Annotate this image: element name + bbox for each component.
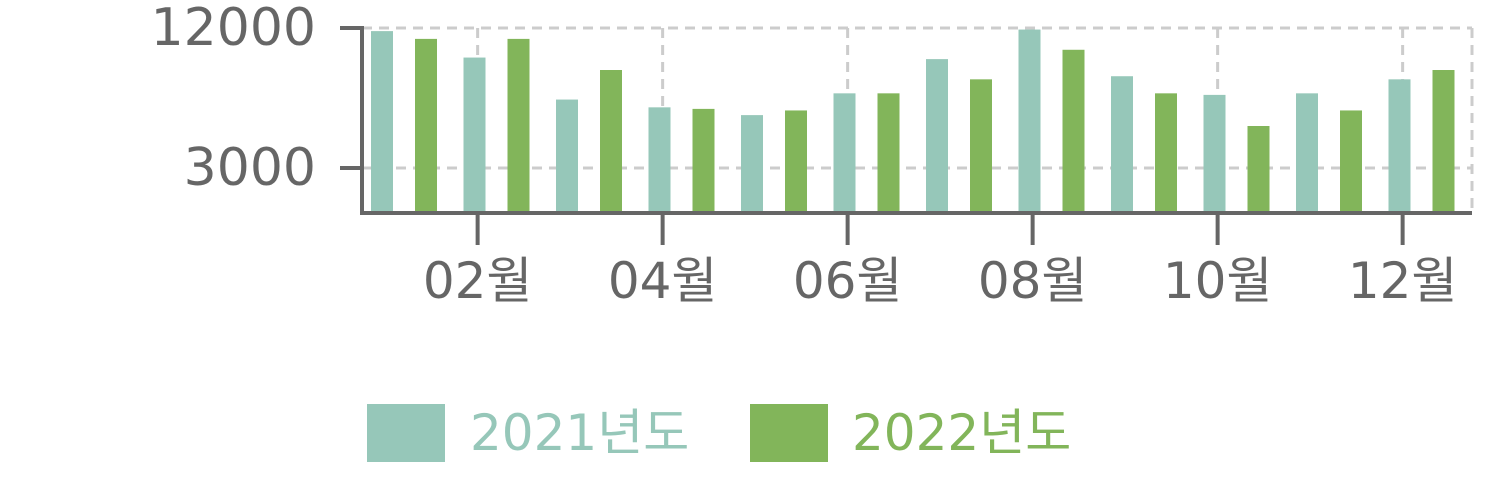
bar-series1-month-7 (926, 59, 948, 213)
bar-series2-month-3 (600, 70, 622, 213)
bar-series1-month-1 (371, 31, 393, 213)
bar-series1-month-11 (1296, 93, 1318, 213)
bar-series1-month-3 (556, 99, 578, 213)
bar-series2-month-11 (1340, 110, 1362, 213)
x-tick-label: 12월 (1348, 252, 1458, 310)
bars (371, 29, 1455, 214)
bar-series2-month-7 (970, 79, 992, 213)
legend-item: 2021년도 (367, 404, 689, 462)
bar-series2-month-9 (1155, 93, 1177, 213)
legend-label: 2021년도 (470, 404, 689, 462)
bar-series1-month-8 (1018, 29, 1041, 213)
bar-series2-month-5 (785, 110, 807, 213)
x-tick-label: 10월 (1163, 252, 1273, 310)
bar-series2-month-1 (415, 38, 437, 214)
bar-series2-month-12 (1432, 70, 1455, 213)
y-tick-label: 3000 (184, 138, 316, 198)
bar-series1-month-4 (648, 107, 671, 213)
bar-series1-month-10 (1203, 94, 1226, 213)
bar-series1-month-12 (1388, 79, 1411, 213)
x-tick-label: 02월 (423, 252, 533, 310)
bar-series2-month-2 (507, 38, 530, 214)
y-tick-label: 12000 (151, 0, 316, 58)
bar-series2-month-10 (1247, 126, 1270, 213)
x-tick-label: 06월 (793, 252, 903, 310)
bar-series1-month-9 (1111, 76, 1133, 213)
legend: 2021년도 2022년도 (367, 404, 1071, 462)
bar-series1-month-6 (833, 93, 856, 213)
tick-labels: 12000 3000 02월 04월 06월 08월 10월 12월 (151, 0, 1458, 310)
axes (340, 26, 1472, 245)
x-tick-label: 04월 (608, 252, 718, 310)
bar-series1-month-2 (463, 57, 486, 213)
legend-item: 2022년도 (750, 404, 1071, 462)
bar-series2-month-4 (692, 108, 715, 213)
bar-series1-month-5 (741, 115, 763, 213)
legend-swatch (750, 404, 828, 462)
bar-series2-month-6 (877, 93, 900, 213)
legend-label: 2022년도 (852, 404, 1071, 462)
legend-swatch (367, 404, 445, 462)
bar-series2-month-8 (1062, 49, 1085, 214)
x-tick-label: 08월 (978, 252, 1088, 310)
